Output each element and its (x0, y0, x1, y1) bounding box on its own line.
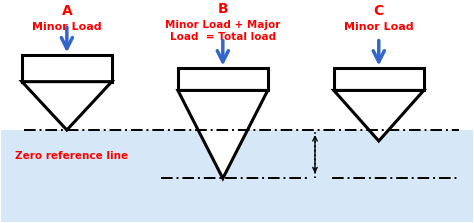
Polygon shape (334, 68, 424, 91)
Polygon shape (178, 68, 268, 91)
Text: B: B (218, 2, 228, 16)
Text: Minor Load: Minor Load (344, 22, 414, 32)
Polygon shape (178, 91, 268, 178)
Text: Minor Load + Major
Load  = Total load: Minor Load + Major Load = Total load (165, 20, 281, 42)
Polygon shape (22, 82, 112, 130)
Polygon shape (22, 55, 112, 82)
FancyBboxPatch shape (0, 130, 474, 222)
Text: A: A (62, 4, 72, 18)
Text: C: C (374, 4, 384, 18)
Polygon shape (334, 91, 424, 141)
FancyBboxPatch shape (0, 2, 474, 130)
Text: Zero reference line: Zero reference line (15, 151, 128, 161)
Text: Minor Load: Minor Load (32, 22, 101, 32)
